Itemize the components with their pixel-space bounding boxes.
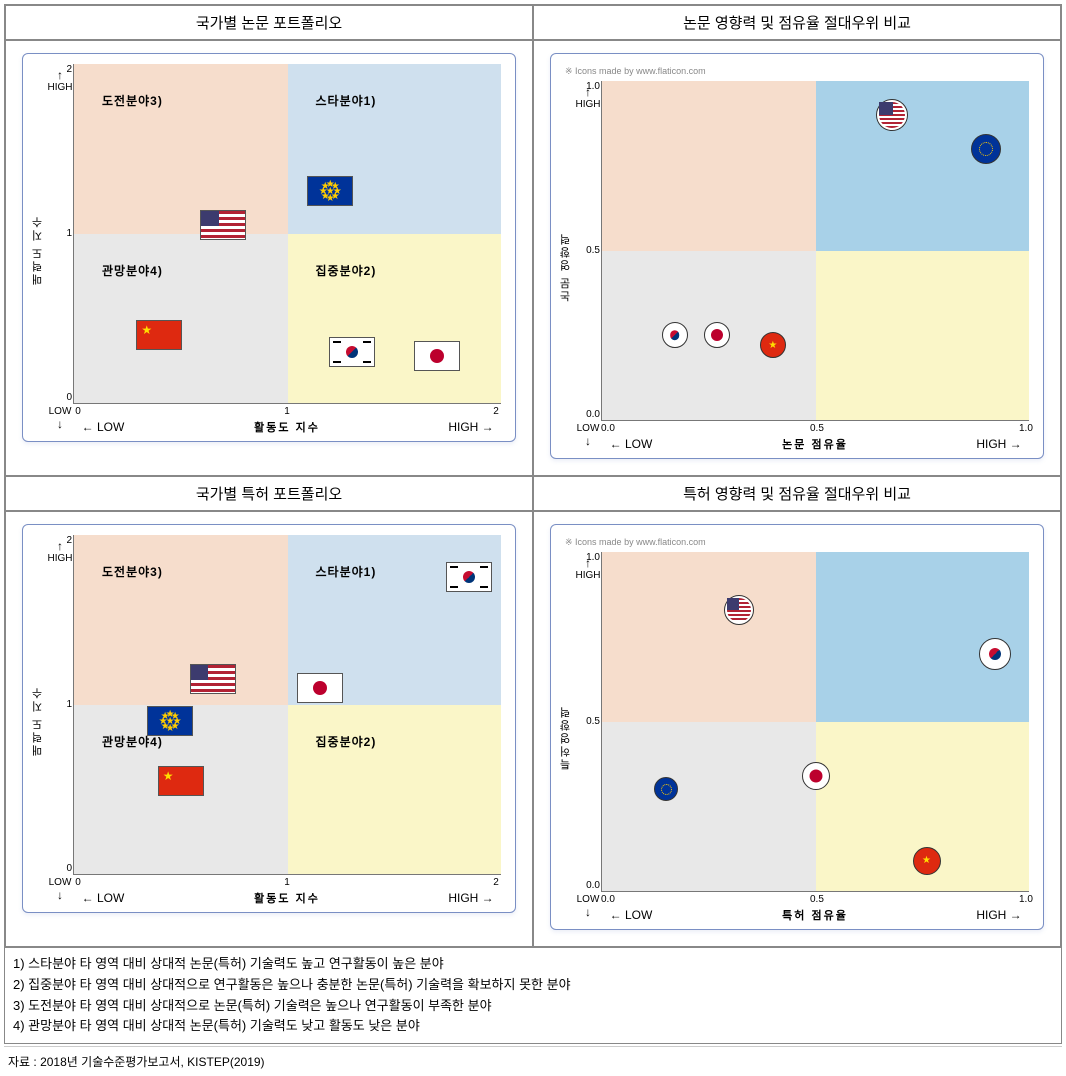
note-3: 3) 도전분야 타 영역 대비 상대적으로 논문(특허) 기술력은 높으나 연구… [13, 996, 1053, 1017]
charts-grid: 국가별 논문 포트폴리오 논문 영향력 및 점유율 절대우위 비교 매력도 지수… [4, 4, 1062, 1044]
quad-star: 스타분야1) [288, 64, 502, 234]
plot-area: 210 도전분야3) 스타분야1) 관망분야4) 집중분야2) [73, 64, 501, 404]
flag-jp [414, 341, 460, 371]
flag-kr [446, 562, 492, 592]
bubble-eu [654, 777, 678, 801]
flag-us [200, 210, 246, 240]
attribution-text: ※ Icons made by www.flaticon.com [557, 64, 1029, 81]
x-axis-label: 활동도 지수 [133, 419, 441, 435]
title-paper-portfolio: 국가별 논문 포트폴리오 [5, 5, 533, 40]
bubble-jp [704, 322, 730, 348]
flag-cn [158, 766, 204, 796]
bubble-jp [802, 762, 830, 790]
chart-patent-compare: ※ Icons made by www.flaticon.com 특허영향력 ↑… [533, 511, 1061, 947]
note-4: 4) 관망분야 타 영역 대비 상대적 논문(특허) 기술력도 낮고 활동도 낮… [13, 1016, 1053, 1037]
bubble-eu [971, 134, 1001, 164]
plot-area: 1.00.50.0 [601, 81, 1029, 421]
notes-block: 1) 스타분야 타 영역 대비 상대적 논문(특허) 기술력도 높고 연구활동이… [5, 947, 1061, 1043]
flag-eu [147, 706, 193, 736]
bubble-kr [662, 322, 688, 348]
flag-jp [297, 673, 343, 703]
flag-eu [307, 176, 353, 206]
quad-focus: 집중분야2) [288, 234, 502, 404]
y-axis-label: 매력도 지수 [29, 535, 47, 906]
plot-area: 1.00.50.0 [601, 552, 1029, 892]
bubble-cn [913, 847, 941, 875]
bubble-us [876, 99, 908, 131]
title-patent-portfolio: 국가별 특허 포트폴리오 [5, 476, 533, 511]
bubble-kr [979, 638, 1011, 670]
note-1: 1) 스타분야 타 영역 대비 상대적 논문(특허) 기술력도 높고 연구활동이… [13, 954, 1053, 975]
plot-area: 210 도전분야3) 스타분야1) 관망분야4) 집중분야2) [73, 535, 501, 875]
chart-paper-portfolio: 매력도 지수 ↑HIGH LOW↓ 210 도전분야3) 스타분야1) 관망분야… [5, 40, 533, 476]
title-patent-compare: 특허 영향력 및 점유율 절대우위 비교 [533, 476, 1061, 511]
title-paper-compare: 논문 영향력 및 점유율 절대우위 비교 [533, 5, 1061, 40]
flag-kr [329, 337, 375, 367]
note-2: 2) 집중분야 타 영역 대비 상대적으로 연구활동은 높으나 충분한 논문(특… [13, 975, 1053, 996]
y-axis-label: 매력도 지수 [29, 64, 47, 435]
quad-watch: 관망분야4) [74, 234, 288, 404]
flag-us [190, 664, 236, 694]
bubble-cn [760, 332, 786, 358]
y-axis-label: 논문 영향력 [557, 81, 575, 452]
chart-patent-portfolio: 매력도 지수 ↑HIGH LOW↓ 210 도전분야3) 스타분야1) 관망분야… [5, 511, 533, 947]
quad-challenge: 도전분야3) [74, 64, 288, 234]
chart-paper-compare: ※ Icons made by www.flaticon.com 논문 영향력 … [533, 40, 1061, 476]
source-text: 자료 : 2018년 기술수준평가보고서, KISTEP(2019) [4, 1046, 1062, 1072]
x-axis-label: 논문 점유율 [661, 436, 969, 452]
quad-challenge: 도전분야3) [74, 535, 288, 705]
quad-focus: 집중분야2) [288, 705, 502, 875]
flag-cn [136, 320, 182, 350]
bubble-us [724, 595, 754, 625]
